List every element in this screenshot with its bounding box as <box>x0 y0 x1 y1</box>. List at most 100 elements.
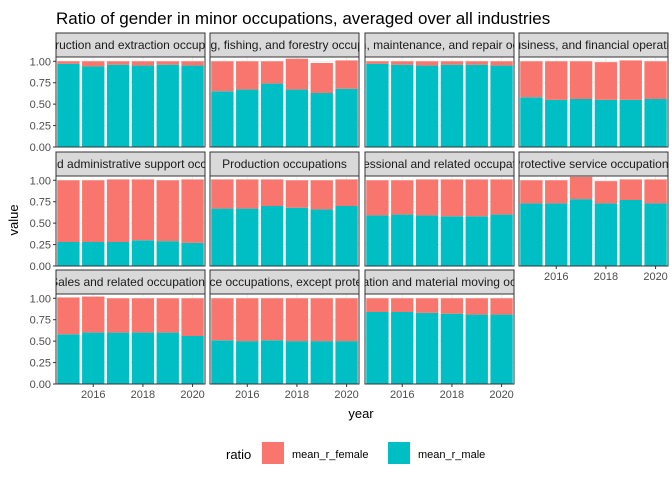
facet-sales-and-related-occupations: Sales and related occupations 0.00 0.25 0.5… <box>30 269 206 401</box>
bar-female-2016 <box>82 296 105 333</box>
y-axis-title: value <box>6 204 21 235</box>
bar-male-2016 <box>236 89 259 147</box>
bar-female-2017 <box>415 61 439 66</box>
facet-farming-fishing-and-forestry-occupations: Farming, fishing, and forestry occupatio… <box>209 32 360 148</box>
bar-female-2015 <box>520 61 543 98</box>
y-tick-label: 0.25 <box>30 121 51 133</box>
bar-male-2019 <box>310 341 333 384</box>
bar-male-2018 <box>285 341 309 384</box>
bar-female-2019 <box>310 63 333 93</box>
facet-strip-label: Office and administrative support occupa… <box>9 157 252 171</box>
y-tick-label: 0.50 <box>30 218 51 230</box>
bar-male-2018 <box>594 203 618 266</box>
panel-border <box>364 175 515 267</box>
facet-management-business-and-financial-operations-occupations: Management, business, and financial oper… <box>518 32 669 148</box>
facet-construction-and-extraction-occupations: Construction and extraction occupations 0… <box>24 32 237 154</box>
bar-male-2019 <box>465 314 488 384</box>
bar-female-2015 <box>211 179 234 209</box>
facet-strip-label: Construction and extraction occupations <box>24 38 237 52</box>
y-tick-label: 0.75 <box>30 78 51 90</box>
bar-male-2020 <box>335 341 358 384</box>
bar-male-2016 <box>391 64 414 147</box>
bar-male-2018 <box>440 64 464 147</box>
bar-female-2017 <box>260 298 284 341</box>
bar-female-2020 <box>490 298 513 315</box>
bar-female-2017 <box>415 179 439 216</box>
bar-female-2020 <box>490 61 513 66</box>
bar-female-2016 <box>545 61 568 100</box>
bar-female-2019 <box>156 180 179 242</box>
panel-background <box>210 57 359 147</box>
bar-female-2018 <box>440 61 464 65</box>
panel-border <box>518 56 669 148</box>
panel-background <box>56 176 205 266</box>
bar-female-2018 <box>131 298 155 333</box>
bar-male-2019 <box>465 216 488 266</box>
x-tick-label: 2018 <box>131 389 155 401</box>
x-tick-label: 2018 <box>440 389 464 401</box>
y-tick-label: 0.75 <box>30 315 51 327</box>
y-tick-label: 0.25 <box>30 240 51 252</box>
bar-male-2017 <box>260 206 284 266</box>
y-tick-label: 0.00 <box>30 379 51 391</box>
bar-female-2017 <box>106 179 130 242</box>
bar-female-2016 <box>236 298 259 342</box>
bar-male-2019 <box>310 93 333 147</box>
x-tick-label: 2016 <box>235 389 259 401</box>
y-tick-label: 0.25 <box>30 358 51 370</box>
panel-border <box>364 293 515 385</box>
panel-background <box>519 176 668 266</box>
facet-professional-and-related-occupations: Professional and related occupations <box>364 151 515 267</box>
bar-male-2016 <box>545 99 568 147</box>
bar-female-2016 <box>236 179 259 209</box>
bar-male-2020 <box>181 65 204 147</box>
facet-strip <box>364 269 515 295</box>
bar-female-2019 <box>156 298 179 333</box>
bar-male-2017 <box>415 215 439 266</box>
bar-female-2015 <box>366 180 389 216</box>
bar-female-2020 <box>335 298 358 342</box>
bar-female-2016 <box>545 180 568 204</box>
bar-female-2020 <box>644 61 667 99</box>
bar-female-2018 <box>285 180 309 208</box>
bar-male-2017 <box>106 64 130 147</box>
bar-female-2015 <box>366 61 389 64</box>
bar-male-2019 <box>156 332 179 384</box>
bar-female-2017 <box>260 61 284 84</box>
panel-background <box>210 294 359 384</box>
bar-female-2016 <box>236 61 259 90</box>
x-tick-label: 2016 <box>390 389 414 401</box>
bar-male-2015 <box>211 340 234 384</box>
bar-male-2020 <box>490 314 513 384</box>
bar-female-2020 <box>181 179 204 243</box>
x-tick-label: 2016 <box>81 389 105 401</box>
bar-male-2017 <box>260 340 284 384</box>
bar-female-2020 <box>490 179 513 215</box>
facet-strip <box>364 32 515 58</box>
panel-border <box>55 56 206 148</box>
y-tick-label: 1.00 <box>30 293 51 305</box>
bar-male-2018 <box>131 65 155 147</box>
facet-strip <box>364 151 515 177</box>
y-tick-label: 0.50 <box>30 336 51 348</box>
bar-male-2020 <box>490 65 513 147</box>
bar-female-2020 <box>335 60 358 89</box>
bar-male-2020 <box>644 99 667 147</box>
bar-male-2015 <box>366 215 389 266</box>
bar-male-2018 <box>440 216 464 266</box>
panel-background <box>519 57 668 147</box>
y-tick-label: 0.00 <box>30 261 51 273</box>
bar-male-2016 <box>236 341 259 384</box>
bar-female-2020 <box>181 61 204 66</box>
bar-female-2015 <box>57 297 80 335</box>
bar-female-2018 <box>131 179 155 241</box>
bar-female-2017 <box>569 61 593 99</box>
bar-male-2016 <box>391 214 414 266</box>
bar-female-2017 <box>106 298 130 333</box>
bar-male-2017 <box>260 83 284 147</box>
bar-male-2015 <box>366 63 389 147</box>
bar-male-2015 <box>211 208 234 266</box>
bar-female-2016 <box>391 61 414 65</box>
facet-panels: Construction and extraction occupations 0… <box>9 32 669 401</box>
bar-female-2018 <box>594 181 618 204</box>
